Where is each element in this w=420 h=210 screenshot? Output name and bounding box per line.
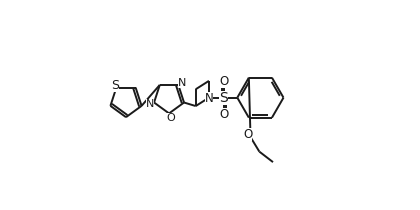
Text: N: N (178, 78, 186, 88)
Text: S: S (219, 91, 228, 105)
Text: O: O (219, 75, 228, 88)
Text: O: O (166, 113, 175, 123)
Text: O: O (219, 108, 228, 121)
Text: O: O (243, 128, 252, 141)
Text: N: N (146, 98, 154, 109)
Text: S: S (111, 79, 119, 92)
Text: N: N (205, 92, 213, 105)
